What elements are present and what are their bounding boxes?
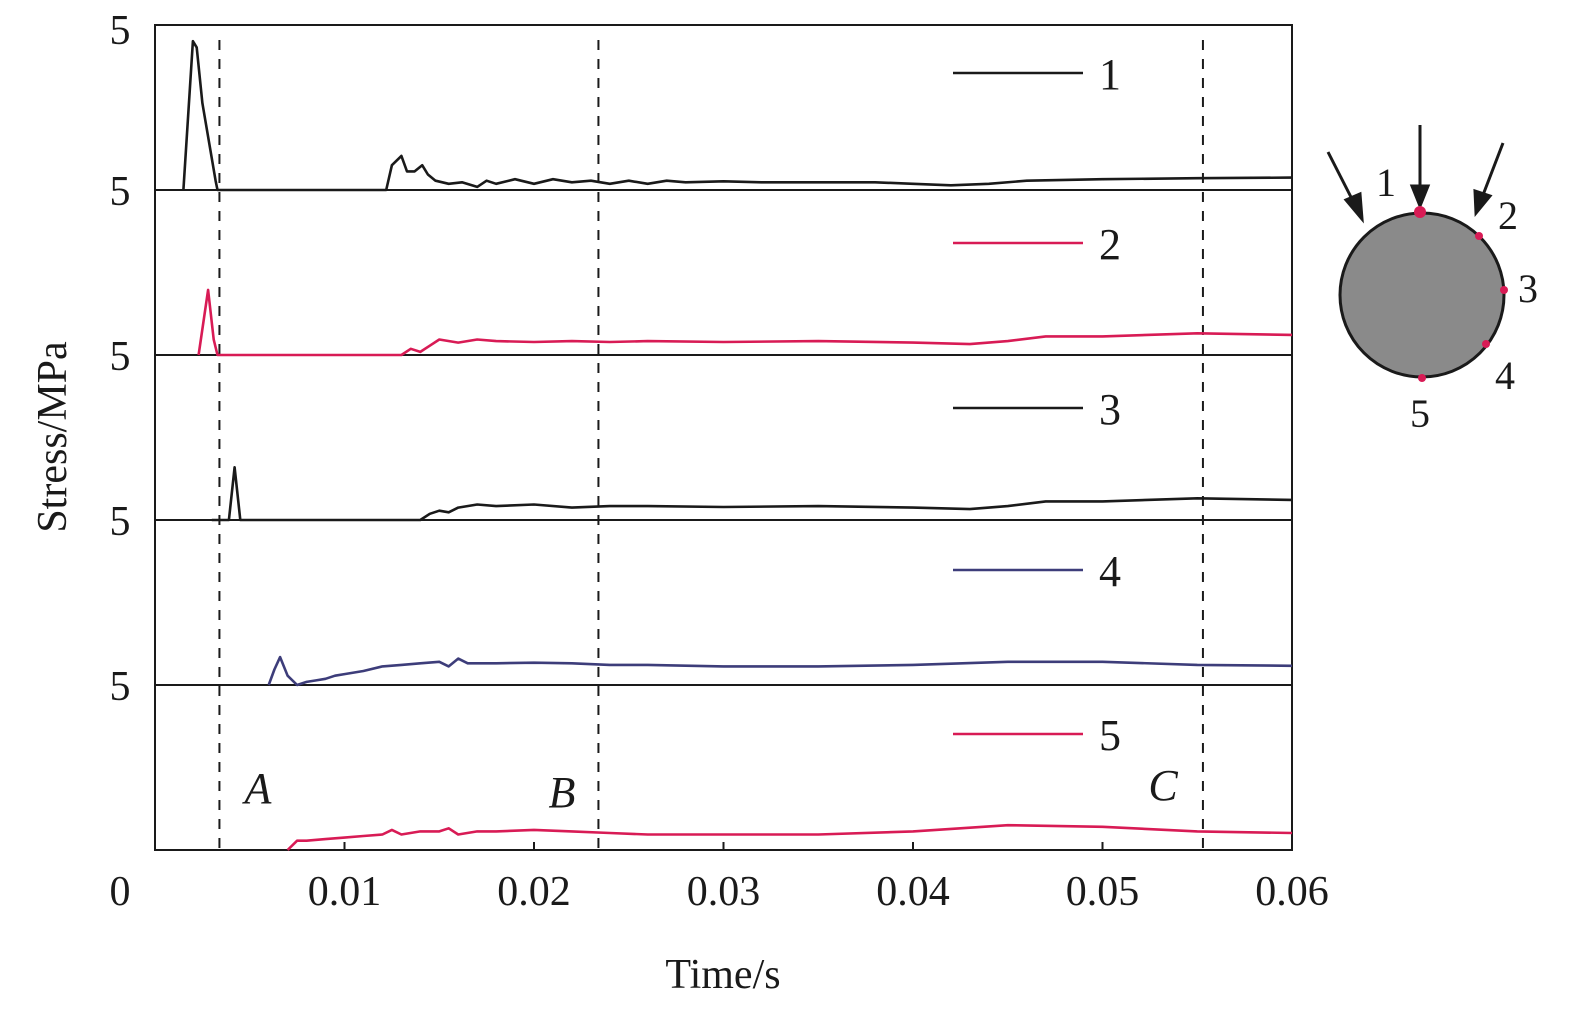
load-arrow-left	[1326, 151, 1356, 204]
sensor-point-3	[1500, 286, 1508, 294]
marker-label-A: A	[242, 764, 273, 813]
panels-frame	[154, 24, 1293, 851]
y-tick-label-2: 5	[110, 169, 131, 215]
y-tick-label-1: 5	[110, 8, 131, 54]
x-tick-label-0: 0	[110, 869, 131, 915]
legend-label-1: 1	[1099, 50, 1121, 99]
x-axis-label: Time/s	[665, 952, 780, 998]
marker-label-C: C	[1148, 761, 1178, 810]
series-line-1	[182, 39, 1293, 192]
sensor-point-1	[1414, 206, 1426, 218]
stress-series	[182, 39, 1293, 851]
sensor-point-5	[1418, 374, 1426, 382]
legend-label-3: 3	[1099, 385, 1121, 434]
series-line-5	[286, 823, 1293, 851]
time-markers: A B C	[218, 40, 1204, 850]
series-line-2	[197, 288, 1293, 357]
sensor-point-4	[1482, 340, 1490, 348]
x-tick-label-1: 0.01	[308, 869, 382, 915]
legend-label-5: 5	[1099, 711, 1121, 760]
load-arrow-right-head	[1473, 188, 1493, 217]
sensor-point-label-2: 2	[1498, 193, 1518, 238]
sensor-point-label-3: 3	[1518, 266, 1538, 311]
y-axis-label: Stress/MPa	[30, 341, 76, 533]
x-tick-label-2: 0.02	[497, 869, 571, 915]
sensor-point-label-1: 1	[1376, 160, 1396, 205]
x-tick-label-3: 0.03	[687, 869, 761, 915]
plot-frame	[154, 24, 1293, 851]
sensor-inset-diagram: 1 234 5	[1326, 125, 1538, 436]
sensor-points: 1 234 5	[1376, 160, 1538, 436]
axis-ticks: 0 0.01 0.02 0.03 0.04 0.05 0.06 5 5 5 5 5	[110, 8, 1329, 915]
series-line-4	[267, 655, 1293, 687]
y-tick-label-5: 5	[110, 664, 131, 710]
legend: 1 2 3 4 5	[953, 50, 1121, 760]
x-tick-label-5: 0.05	[1066, 869, 1140, 915]
load-arrow-right	[1481, 142, 1505, 196]
sensor-point-label-5: 5	[1410, 391, 1430, 436]
legend-label-4: 4	[1099, 547, 1121, 596]
load-arrow-left-head	[1343, 191, 1364, 224]
sensor-point-2	[1475, 232, 1483, 240]
marker-label-B: B	[549, 768, 576, 817]
y-tick-label-4: 5	[110, 499, 131, 545]
y-tick-label-3: 5	[110, 334, 131, 380]
sensor-point-label-4: 4	[1495, 353, 1515, 398]
legend-label-2: 2	[1099, 220, 1121, 269]
series-line-3	[211, 465, 1293, 522]
x-tick-label-4: 0.04	[876, 869, 950, 915]
load-arrows	[1326, 125, 1505, 224]
x-tick-label-6: 0.06	[1255, 869, 1329, 915]
load-arrow-top-head	[1409, 184, 1431, 211]
